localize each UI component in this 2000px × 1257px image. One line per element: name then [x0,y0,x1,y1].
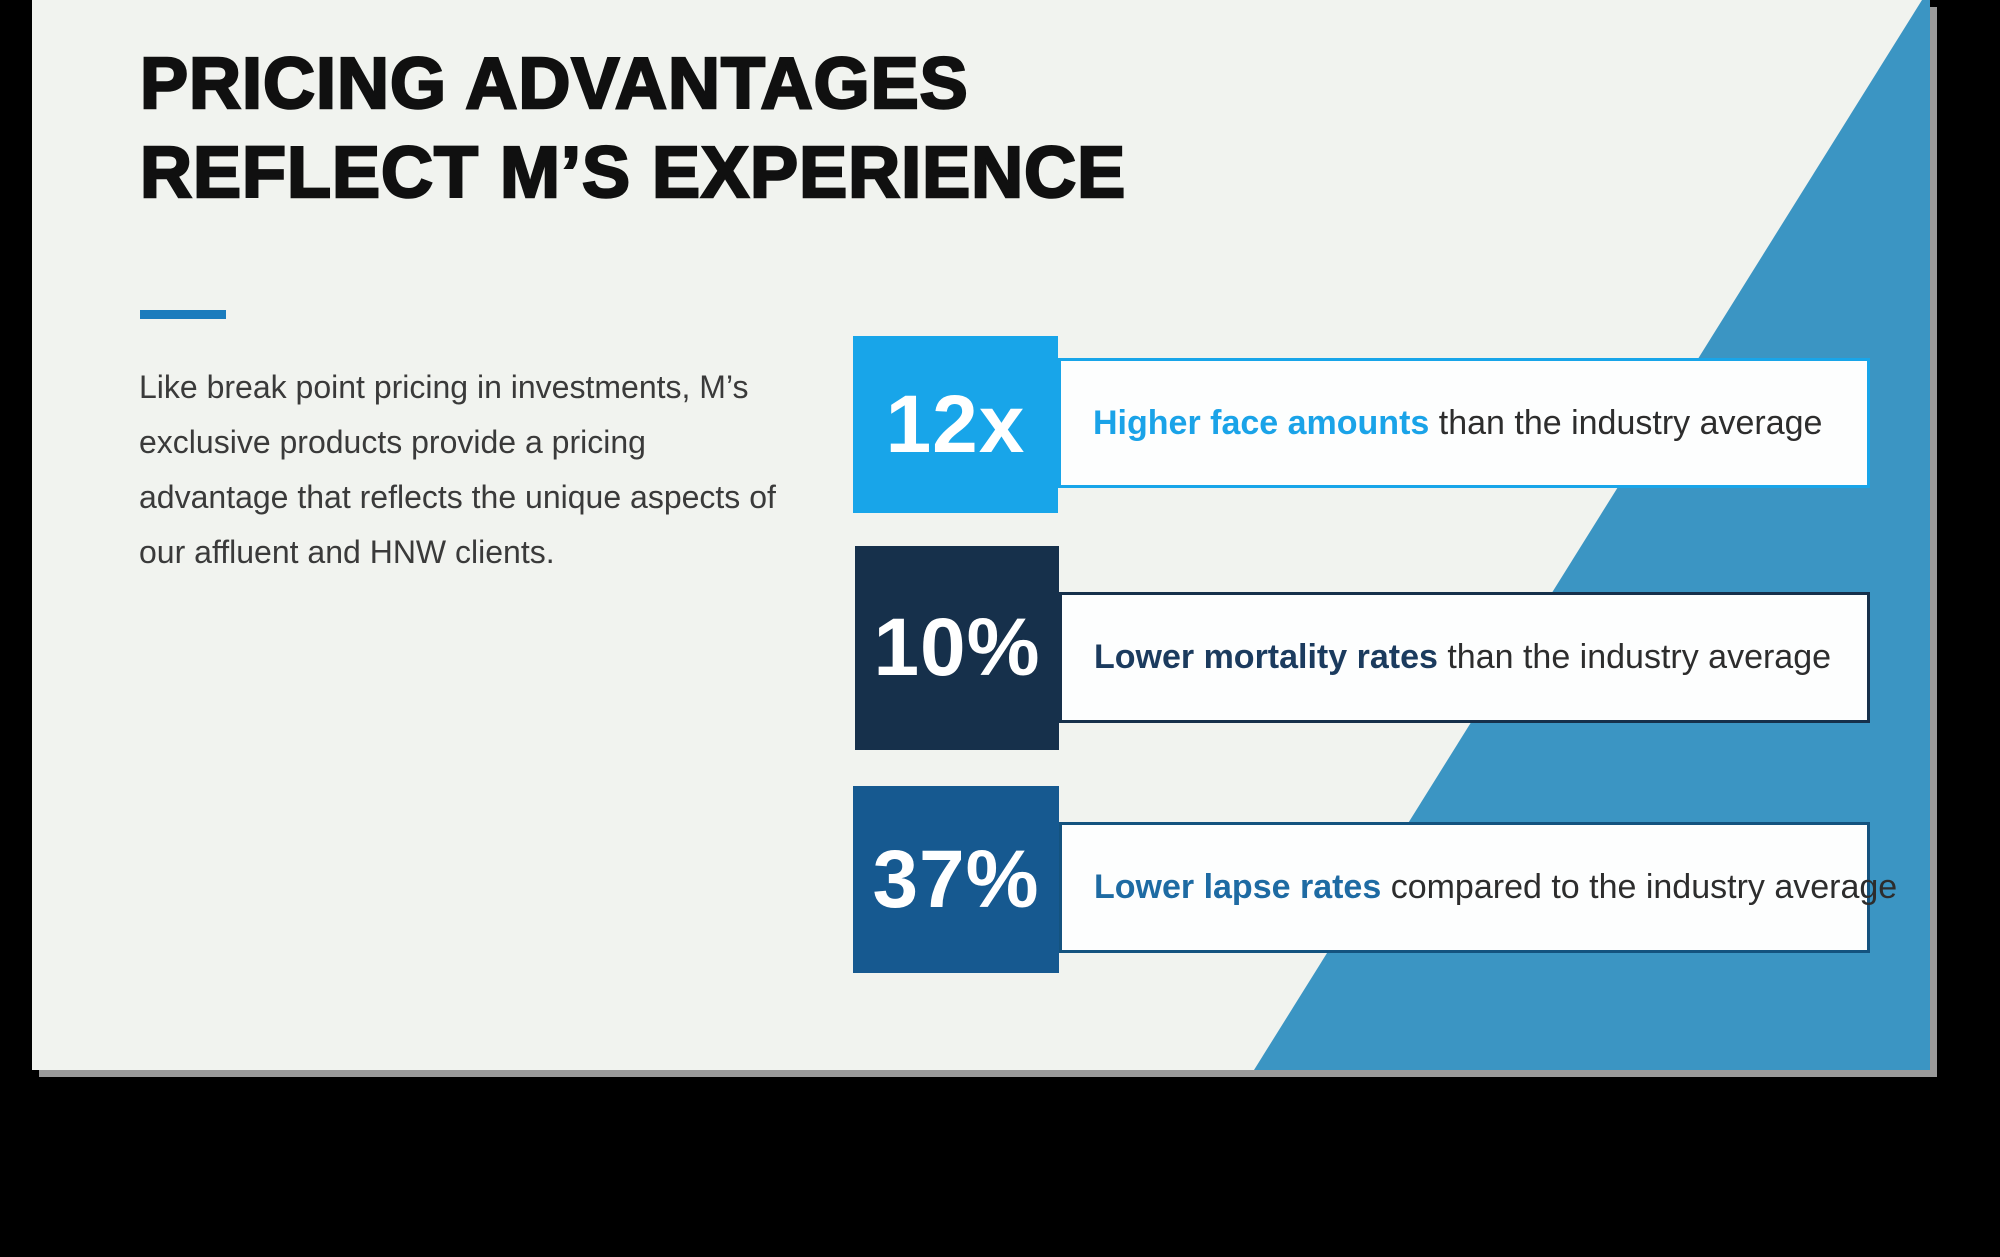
stat-highlight: Higher face amounts [1093,403,1430,442]
body-paragraph: Like break point pricing in investments,… [139,369,776,570]
stat-highlight: Lower mortality rates [1094,638,1438,676]
stat-rest: than the industry average [1437,638,1832,676]
stat-value-box-lapse-rates: 37% [853,786,1059,973]
diagonal-accent-shape [1254,0,1930,1070]
stat-rest: compared to the industry average [1381,868,1898,906]
title-line-1: PRICING ADVANTAGES [139,43,969,126]
title-line-2: REFLECT M’S EXPERIENCE [139,132,1127,215]
stat-value-box-face-amounts: 12x [853,336,1058,513]
stat-bar-face-amounts: Higher face amounts than the industry av… [1058,358,1870,488]
stat-value: 37% [872,833,1040,925]
stat-value: 10% [873,602,1041,693]
presentation-slide: PRICING ADVANTAGES REFLECT M’S EXPERIENCE… [32,0,1930,1070]
stat-rest: than the industry average [1429,403,1823,442]
stat-value: 12x [885,378,1026,470]
stat-value-box-mortality-rates: 10% [855,546,1059,750]
page-title: PRICING ADVANTAGES REFLECT M’S EXPERIENCE [139,40,1127,218]
accent-dash [140,310,226,319]
stat-bar-lapse-rates: Lower lapse rates compared to the indust… [1059,822,1897,953]
stat-bar-mortality-rates: Lower mortality rates than the industry … [1059,592,1870,723]
stat-highlight: Lower lapse rates [1094,868,1382,906]
